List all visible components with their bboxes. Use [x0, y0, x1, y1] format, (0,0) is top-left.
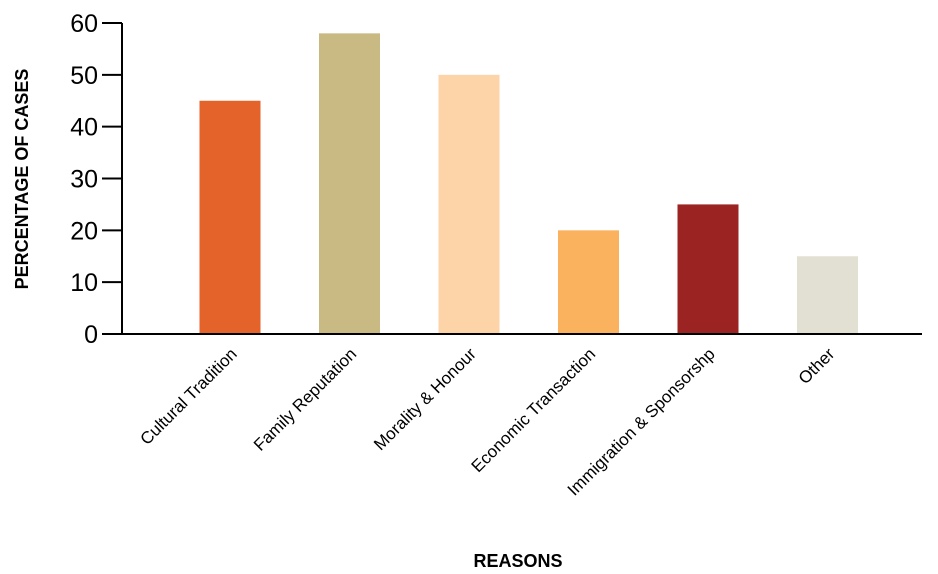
x-tick-label-morality-honour: Morality & Honour: [370, 344, 480, 454]
x-tick-label-other: Other: [795, 344, 839, 388]
bar-morality-honour: [438, 74, 500, 334]
y-tick-label-10: 10: [70, 269, 98, 297]
bar-economic-transaction: [558, 230, 619, 334]
y-tick-label-20: 20: [70, 217, 98, 245]
x-tick-labels-group: Cultural Tradition Family Reputation Moral…: [137, 344, 839, 499]
bars-group: [199, 33, 858, 334]
bar-other: [797, 256, 858, 334]
x-axis-title: REASONS: [473, 551, 562, 571]
y-tick-label-30: 30: [70, 166, 98, 194]
y-ticks-group: 0 10 20 30 40 50 60: [70, 10, 122, 349]
y-tick-label-0: 0: [84, 321, 98, 349]
bar-cultural-tradition: [199, 100, 261, 334]
x-tick-label-cultural-tradition: Cultural Tradition: [137, 344, 241, 448]
bar-immigration-sponsorshp: [677, 204, 739, 334]
y-tick-label-50: 50: [70, 62, 98, 90]
y-axis-title: PERCENTAGE OF CASES: [12, 69, 32, 290]
y-tick-label-60: 60: [70, 10, 98, 38]
y-tick-label-40: 40: [70, 114, 98, 142]
bar-family-reputation: [319, 33, 380, 334]
x-tick-label-family-reputation: Family Reputation: [250, 344, 360, 454]
x-tick-label-economic-transaction: Economic Transaction: [468, 344, 600, 476]
